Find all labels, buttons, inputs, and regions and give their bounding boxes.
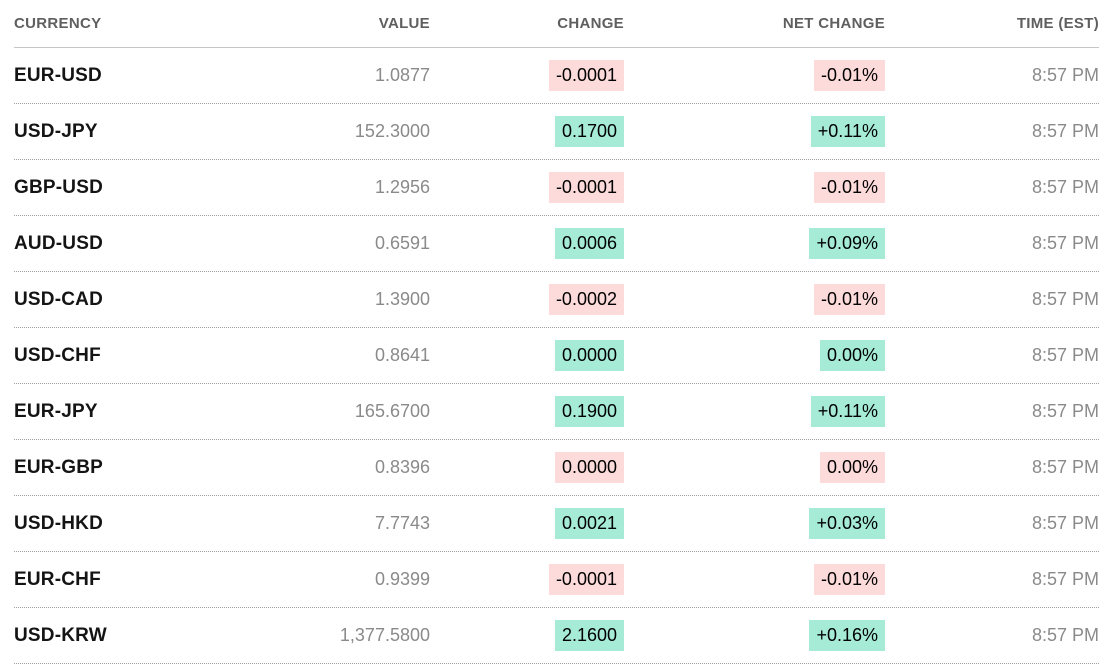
time-cell: 8:57 PM: [1031, 345, 1099, 365]
currency-pair-label[interactable]: USD-HKD: [14, 512, 104, 534]
net-change-cell: +0.11%: [624, 115, 885, 148]
net-change-badge: -0.01%: [813, 171, 885, 204]
net-change-cell: 0.00%: [624, 339, 885, 372]
time-cell: 8:57 PM: [1031, 457, 1099, 477]
change-cell: -0.0001: [430, 563, 624, 596]
table-row[interactable]: EUR-GBP 0.8396 0.0000 0.00% 8:57 PM: [14, 440, 1099, 496]
change-cell: 0.0021: [430, 507, 624, 540]
change-badge: -0.0002: [548, 283, 624, 316]
net-change-cell: -0.01%: [624, 283, 885, 316]
currency-pair-label[interactable]: EUR-CHF: [14, 568, 101, 590]
change-badge: 0.1700: [554, 115, 624, 148]
time-cell: 8:57 PM: [1031, 233, 1099, 253]
change-badge: 0.0021: [554, 507, 624, 540]
change-cell: -0.0001: [430, 171, 624, 204]
value-cell: 1.0877: [374, 65, 430, 85]
change-cell: 0.1900: [430, 395, 624, 428]
net-change-cell: -0.01%: [624, 171, 885, 204]
column-header-currency: CURRENCY: [14, 15, 102, 32]
time-cell: 8:57 PM: [1031, 569, 1099, 589]
net-change-badge: -0.01%: [813, 563, 885, 596]
net-change-badge: +0.11%: [810, 115, 885, 148]
change-cell: 0.0000: [430, 451, 624, 484]
column-header-net-change: NET CHANGE: [782, 15, 885, 32]
change-cell: -0.0002: [430, 283, 624, 316]
net-change-cell: +0.03%: [624, 507, 885, 540]
change-badge: -0.0001: [548, 171, 624, 204]
currency-pair-label[interactable]: EUR-USD: [14, 64, 102, 86]
value-cell: 0.8396: [374, 457, 430, 477]
change-cell: 0.1700: [430, 115, 624, 148]
change-badge: -0.0001: [548, 59, 624, 92]
currency-pair-label[interactable]: GBP-USD: [14, 176, 104, 198]
table-header-row: CURRENCY VALUE CHANGE NET CHANGE TIME (E…: [14, 0, 1099, 48]
value-cell: 7.7743: [374, 513, 430, 533]
time-cell: 8:57 PM: [1031, 177, 1099, 197]
net-change-badge: 0.00%: [819, 451, 885, 484]
change-cell: 2.1600: [430, 619, 624, 652]
value-cell: 1.3900: [374, 289, 430, 309]
change-cell: 0.0000: [430, 339, 624, 372]
time-cell: 8:57 PM: [1031, 289, 1099, 309]
column-header-time: TIME (EST): [1016, 15, 1099, 32]
time-cell: 8:57 PM: [1031, 121, 1099, 141]
table-row[interactable]: USD-KRW 1,377.5800 2.1600 +0.16% 8:57 PM: [14, 608, 1099, 664]
table-row[interactable]: GBP-USD 1.2956 -0.0001 -0.01% 8:57 PM: [14, 160, 1099, 216]
table-row[interactable]: AUD-USD 0.6591 0.0006 +0.09% 8:57 PM: [14, 216, 1099, 272]
currency-pair-label[interactable]: AUD-USD: [14, 232, 104, 254]
currency-pair-label[interactable]: USD-CHF: [14, 344, 101, 366]
change-badge: -0.0001: [548, 563, 624, 596]
net-change-badge: +0.03%: [809, 507, 885, 540]
time-cell: 8:57 PM: [1031, 513, 1099, 533]
change-badge: 0.0000: [554, 339, 624, 372]
value-cell: 165.6700: [354, 401, 430, 421]
net-change-cell: -0.01%: [624, 563, 885, 596]
currency-pair-label[interactable]: USD-KRW: [14, 624, 107, 646]
net-change-badge: +0.09%: [809, 227, 885, 260]
currency-pair-label[interactable]: USD-CAD: [14, 288, 104, 310]
net-change-cell: +0.16%: [624, 619, 885, 652]
net-change-badge: +0.16%: [809, 619, 885, 652]
net-change-cell: +0.11%: [624, 395, 885, 428]
value-cell: 0.6591: [374, 233, 430, 253]
table-row[interactable]: EUR-JPY 165.6700 0.1900 +0.11% 8:57 PM: [14, 384, 1099, 440]
currency-pair-label[interactable]: USD-JPY: [14, 120, 98, 142]
value-cell: 1,377.5800: [339, 625, 430, 645]
currency-pair-label[interactable]: EUR-JPY: [14, 400, 98, 422]
change-badge: 0.1900: [554, 395, 624, 428]
net-change-cell: 0.00%: [624, 451, 885, 484]
net-change-badge: -0.01%: [813, 283, 885, 316]
value-cell: 0.9399: [374, 569, 430, 589]
net-change-cell: -0.01%: [624, 59, 885, 92]
table-row[interactable]: USD-CAD 1.3900 -0.0002 -0.01% 8:57 PM: [14, 272, 1099, 328]
net-change-badge: +0.11%: [810, 395, 885, 428]
value-cell: 1.2956: [374, 177, 430, 197]
table-row[interactable]: USD-CHF 0.8641 0.0000 0.00% 8:57 PM: [14, 328, 1099, 384]
change-cell: -0.0001: [430, 59, 624, 92]
change-badge: 0.0006: [554, 227, 624, 260]
time-cell: 8:57 PM: [1031, 65, 1099, 85]
column-header-change: CHANGE: [557, 15, 624, 32]
time-cell: 8:57 PM: [1031, 401, 1099, 421]
change-cell: 0.0006: [430, 227, 624, 260]
table-row[interactable]: EUR-CHF 0.9399 -0.0001 -0.01% 8:57 PM: [14, 552, 1099, 608]
table-row[interactable]: EUR-USD 1.0877 -0.0001 -0.01% 8:57 PM: [14, 48, 1099, 104]
net-change-cell: +0.09%: [624, 227, 885, 260]
value-cell: 0.8641: [374, 345, 430, 365]
currency-pair-label[interactable]: EUR-GBP: [14, 456, 104, 478]
table-row[interactable]: USD-JPY 152.3000 0.1700 +0.11% 8:57 PM: [14, 104, 1099, 160]
net-change-badge: -0.01%: [813, 59, 885, 92]
table-row[interactable]: USD-HKD 7.7743 0.0021 +0.03% 8:57 PM: [14, 496, 1099, 552]
value-cell: 152.3000: [354, 121, 430, 141]
time-cell: 8:57 PM: [1031, 625, 1099, 645]
column-header-value: VALUE: [378, 15, 430, 32]
change-badge: 2.1600: [554, 619, 624, 652]
change-badge: 0.0000: [554, 451, 624, 484]
net-change-badge: 0.00%: [819, 339, 885, 372]
